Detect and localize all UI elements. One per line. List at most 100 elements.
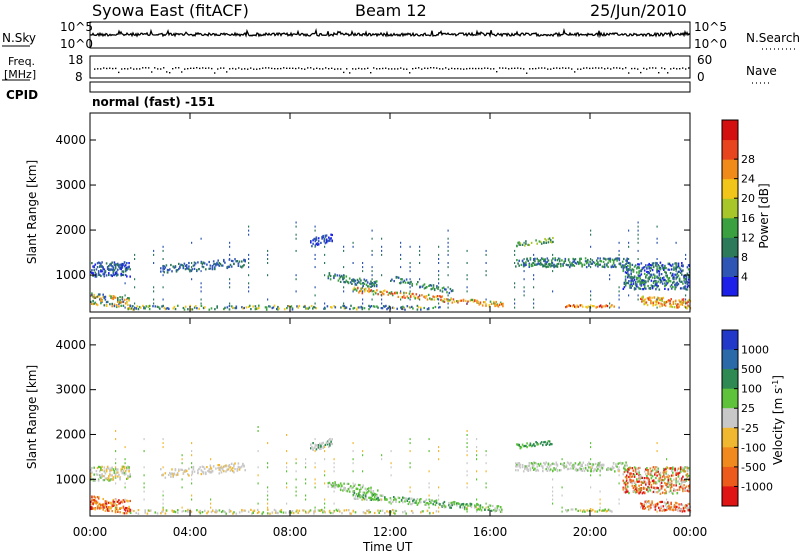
power-cell [233,262,235,266]
power-cell [148,304,151,307]
freq-dot [400,67,402,69]
vel-cell [674,505,677,508]
power-cell [670,298,672,301]
power-cell [606,305,609,308]
power-streak-cell [124,294,126,297]
vel-cell [654,486,656,489]
vel-cell [316,445,319,449]
power-cell [636,271,638,274]
vel-streak-cell [257,426,259,428]
vel-cell [665,467,667,470]
vel-streak-cell [333,462,335,465]
vel-cell [552,462,554,465]
power-cell [623,282,626,285]
power-cell [399,282,401,285]
power-cell [346,280,349,283]
vel-cell [647,490,649,493]
power-cell [120,301,122,304]
vel-cell [217,464,219,467]
vel-cell [645,473,647,476]
vel-cell [645,468,647,471]
power-cell [403,307,405,310]
power-cell [641,281,644,284]
power-cell [100,274,102,278]
power-cell [643,272,646,275]
power-cell [629,285,631,288]
power-cell [544,237,546,241]
power-cell [569,304,572,308]
vel-cell [137,512,140,515]
vel-cell [405,512,407,515]
power-cell [348,277,351,280]
power-streak-cell [314,302,316,305]
power-cell [602,260,605,263]
freq-label: Freq. [8,55,35,68]
power-cell [645,264,647,267]
vel-streak-cell [162,474,164,477]
vel-cell [535,441,537,444]
vel-cell [518,463,520,466]
vel-cell [681,486,683,489]
power-cell [120,263,122,266]
vel-streak-cell [324,450,326,453]
vel-cell [521,466,524,469]
power-cell [375,285,378,288]
vel-cell [687,485,690,488]
vel-streak-cell [438,458,440,461]
vel-cell [597,464,599,467]
vel-cell [368,509,370,512]
vel-cell [546,469,549,472]
power-streak-cell [314,266,316,269]
vel-streak-cell [390,466,392,469]
power-cell [357,280,360,283]
vel-cell [354,483,357,486]
vel-cell [232,512,234,515]
vel-cell [350,485,352,488]
vel-cell [636,472,638,475]
power-cell [179,266,181,269]
power-cell [117,262,119,265]
vel-cell [322,441,324,444]
power-cell [315,236,318,239]
freq-dot [187,68,189,70]
power-streak-cell [324,302,326,305]
power-streak-cell [314,229,316,232]
power-cell [328,272,331,275]
power-cell [406,295,409,298]
colorbar-tick-label: -100 [741,441,766,454]
power-cell [587,261,589,264]
vel-streak-cell [115,502,117,505]
vel-cell [222,509,224,513]
vel-cell [212,465,215,468]
power-streak-cell [409,245,411,248]
power-streak-cell [514,282,516,285]
power-cell [597,265,599,268]
power-cell [237,264,240,267]
vel-cell [668,507,670,510]
power-cell [376,289,378,292]
vel-cell [645,502,648,505]
vel-cell [319,442,321,445]
power-streak-cell [134,253,136,256]
vel-cell [332,485,334,488]
vel-cell [581,510,584,513]
vel-cell [528,444,531,447]
vel-cell [187,510,189,513]
vel-streak-cell [314,506,316,509]
power-cell [687,281,690,284]
freq-dot [241,68,243,70]
power-streak-cell [523,278,525,281]
power-cell [126,268,128,272]
vel-cell [569,463,571,466]
vel-cell [601,463,604,466]
vel-cell [611,465,614,468]
power-cell [601,265,604,268]
power-streak-cell [295,225,297,228]
power-cell [100,270,102,273]
vel-streak-cell [191,466,193,469]
vel-streak-cell [267,494,269,497]
vel-cell [612,462,615,465]
freq-dot [229,68,231,70]
vel-cell [182,509,185,513]
